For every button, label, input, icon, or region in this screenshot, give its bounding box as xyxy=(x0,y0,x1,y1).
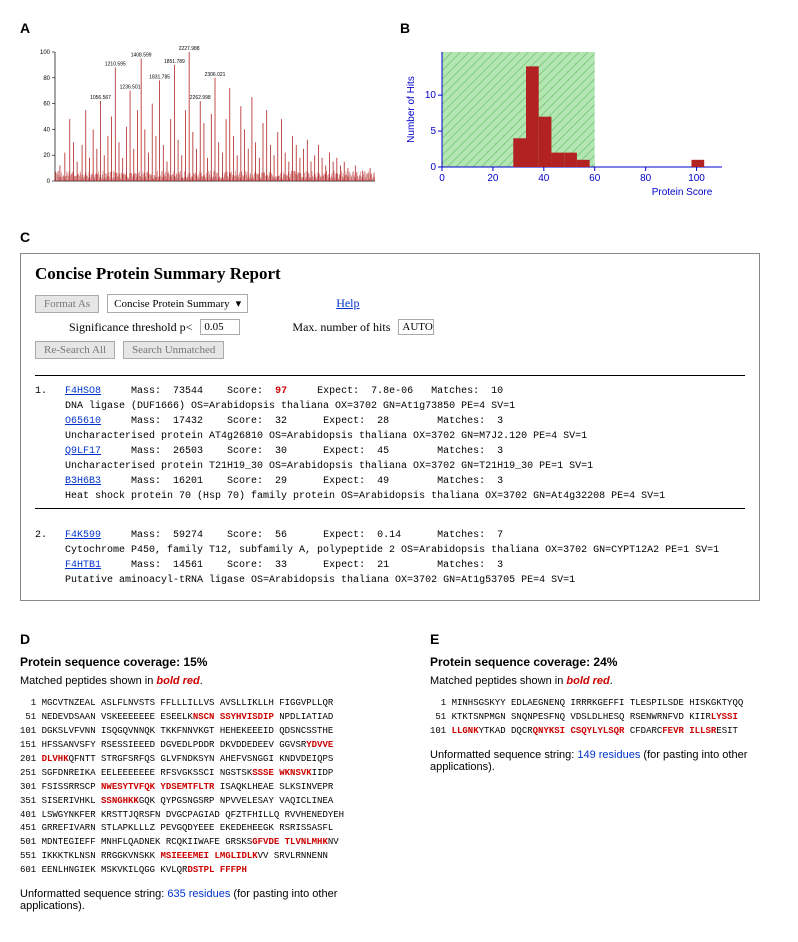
svg-text:2262.998: 2262.998 xyxy=(190,95,211,101)
svg-text:100: 100 xyxy=(688,173,705,184)
svg-text:60: 60 xyxy=(43,102,50,108)
svg-text:5: 5 xyxy=(430,126,436,137)
format-select[interactable]: Concise Protein Summary ▾ xyxy=(107,294,248,313)
panel-d: D Protein sequence coverage: 15% Matched… xyxy=(20,631,400,912)
row-ab: A 0204060801001056.5671210.5951236.50114… xyxy=(20,20,778,199)
hit-list: 1. F4HSO8 Mass: 73544 Score: 97 Expect: … xyxy=(35,384,745,588)
spectrum-chart: 0 20 40 60 80 100 1056.567 1210.595 1236.501 1408… xyxy=(20,44,390,199)
svg-text:40: 40 xyxy=(538,173,550,184)
format-select-value: Concise Protein Summary xyxy=(114,298,230,310)
histogram-chart: 0 20 40 60 80 100 0 5 10 Protein Score Number of H… xyxy=(400,44,770,199)
svg-text:20: 20 xyxy=(487,173,499,184)
format-as-button[interactable]: Format As xyxy=(35,295,99,313)
sequence-e: 1 MINHSGSKYY EDLAEGNENQ IRRRKGEFFI TLESP… xyxy=(430,697,798,739)
coverage-d-note: Matched peptides shown in bold red. xyxy=(20,675,400,687)
note-post-e: . xyxy=(610,675,613,687)
note-pre: Matched peptides shown in xyxy=(20,675,156,687)
sequence-d: 1 MGCVTNZEAL ASLFLNVSTS FFLLLILLVS AVSLL… xyxy=(20,697,400,878)
label-b: B xyxy=(400,20,770,36)
ctrl-row-3: Re-Search All Search Unmatched xyxy=(35,341,745,359)
unformatted-e: Unformatted sequence string: 149 residue… xyxy=(430,749,798,773)
svg-text:2227.988: 2227.988 xyxy=(179,46,200,52)
svg-text:1236.501: 1236.501 xyxy=(120,85,141,91)
hits-container: 1. F4HSO8 Mass: 73544 Score: 97 Expect: … xyxy=(21,376,759,600)
unf-pre: Unformatted sequence string: xyxy=(20,888,167,900)
panel-c: C Concise Protein Summary Report Format … xyxy=(20,229,778,601)
svg-text:80: 80 xyxy=(640,173,652,184)
panel-b: B 0 20 40 60 80 100 0 5 10 Protein Score Number of… xyxy=(400,20,770,199)
note-pre-e: Matched peptides shown in xyxy=(430,675,566,687)
svg-text:10: 10 xyxy=(425,90,437,101)
sig-threshold-label: Significance threshold p< xyxy=(69,320,192,335)
label-d: D xyxy=(20,631,400,647)
report-controls: Format As Concise Protein Summary ▾ Help… xyxy=(21,288,759,375)
svg-text:Protein Score: Protein Score xyxy=(652,187,713,198)
panel-e: E Protein sequence coverage: 24% Matched… xyxy=(430,631,798,912)
coverage-e-note: Matched peptides shown in bold red. xyxy=(430,675,798,687)
note-em-e: bold red xyxy=(566,675,609,687)
svg-text:1831.785: 1831.785 xyxy=(149,74,170,80)
ctrl-row-2: Significance threshold p< 0.05 Max. numb… xyxy=(35,319,745,335)
label-e: E xyxy=(430,631,798,647)
svg-text:1056.567: 1056.567 xyxy=(90,95,111,101)
sig-threshold-input[interactable]: 0.05 xyxy=(200,319,240,335)
chevron-down-icon: ▾ xyxy=(236,297,242,310)
svg-text:2306.021: 2306.021 xyxy=(205,72,226,78)
search-unmatched-button[interactable]: Search Unmatched xyxy=(123,341,224,359)
panel-a: A 0 20 40 60 80 100 1056.567 1210.595 1236.501 14… xyxy=(20,20,390,199)
residues-link-d[interactable]: 635 residues xyxy=(167,888,230,900)
residues-link-e[interactable]: 149 residues xyxy=(577,749,640,761)
research-all-button[interactable]: Re-Search All xyxy=(35,341,115,359)
label-a: A xyxy=(20,20,390,36)
max-hits-label: Max. number of hits xyxy=(292,320,390,335)
svg-text:0: 0 xyxy=(430,162,436,173)
row-de: D Protein sequence coverage: 15% Matched… xyxy=(20,631,778,912)
svg-text:Number of Hits: Number of Hits xyxy=(406,76,417,143)
svg-text:60: 60 xyxy=(589,173,601,184)
svg-text:1851.789: 1851.789 xyxy=(164,59,185,65)
max-hits-input[interactable]: AUTO xyxy=(398,319,434,335)
svg-text:1210.595: 1210.595 xyxy=(105,61,126,67)
coverage-e-title: Protein sequence coverage: 24% xyxy=(430,655,798,669)
svg-text:80: 80 xyxy=(43,76,50,82)
unf-pre-e: Unformatted sequence string: xyxy=(430,749,577,761)
svg-text:100: 100 xyxy=(40,50,51,56)
svg-text:20: 20 xyxy=(43,153,50,159)
svg-text:0: 0 xyxy=(439,173,445,184)
ctrl-row-1: Format As Concise Protein Summary ▾ Help xyxy=(35,294,745,313)
report-title: Concise Protein Summary Report xyxy=(21,254,759,288)
svg-text:0: 0 xyxy=(47,179,51,185)
svg-text:40: 40 xyxy=(43,127,50,133)
coverage-d-title: Protein sequence coverage: 15% xyxy=(20,655,400,669)
unformatted-d: Unformatted sequence string: 635 residue… xyxy=(20,888,400,912)
note-post: . xyxy=(200,675,203,687)
note-em: bold red xyxy=(156,675,199,687)
report-box: Concise Protein Summary Report Format As… xyxy=(20,253,760,601)
svg-text:1408.599: 1408.599 xyxy=(131,52,152,58)
label-c: C xyxy=(20,229,778,245)
help-link[interactable]: Help xyxy=(336,296,359,311)
